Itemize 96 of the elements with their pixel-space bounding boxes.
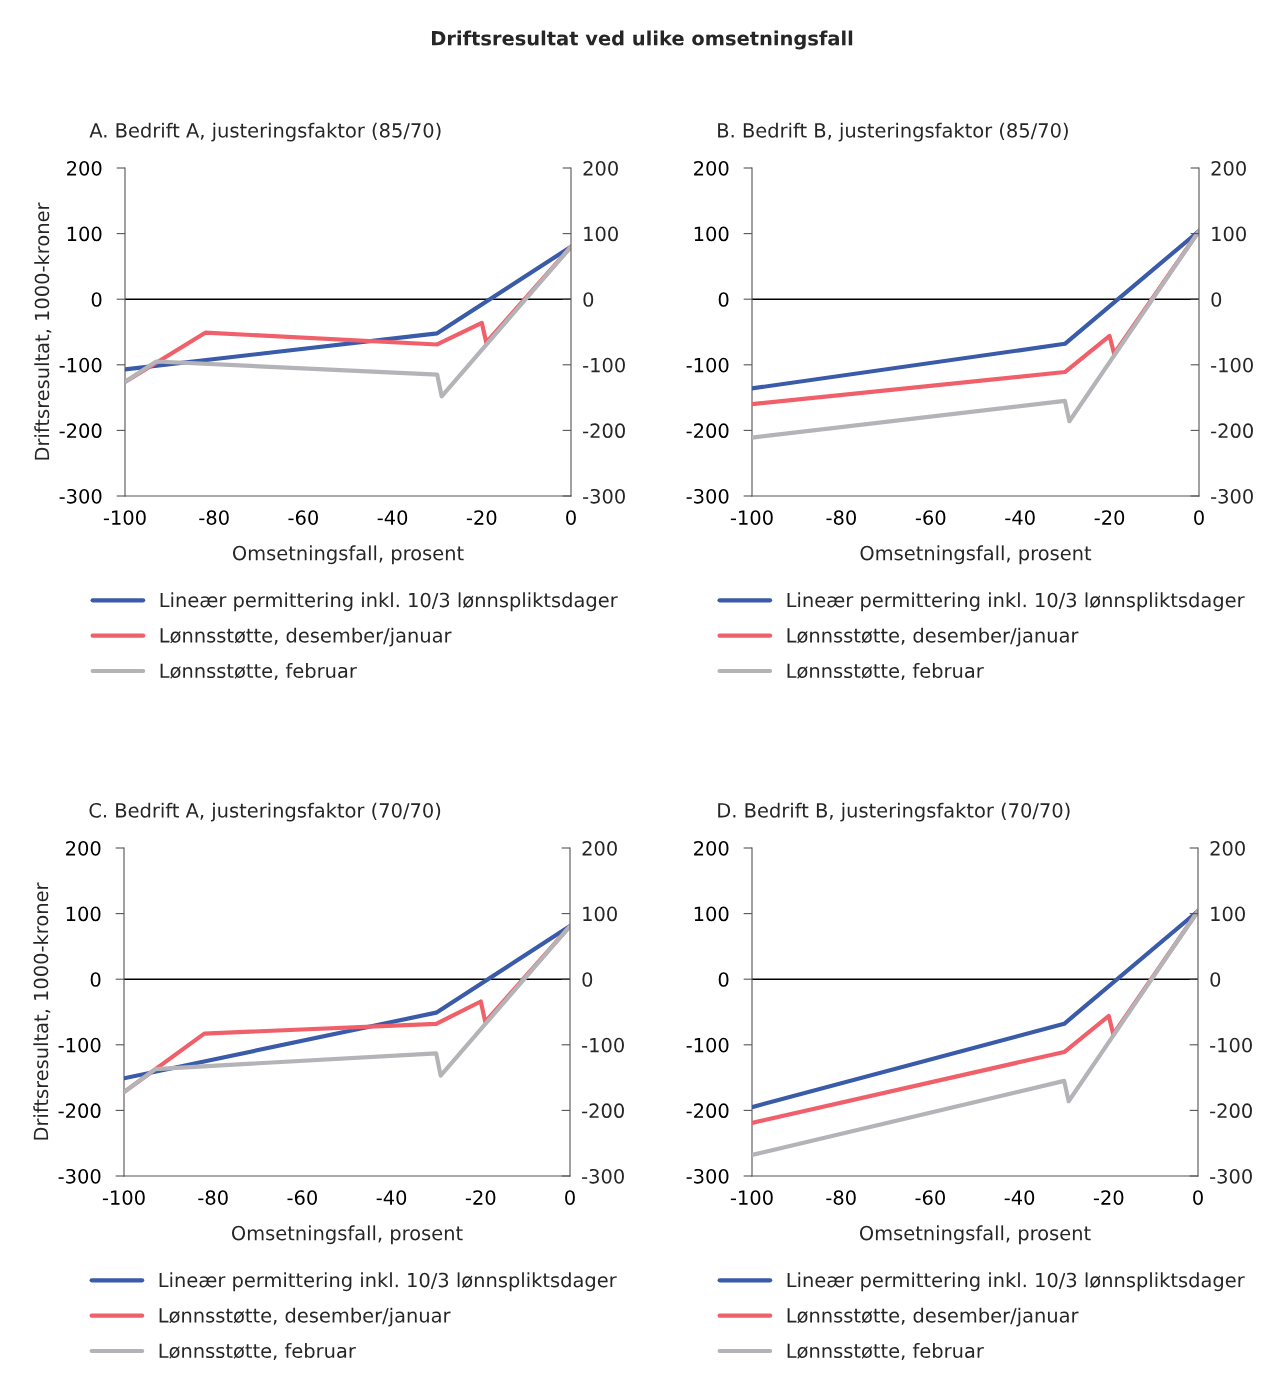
x-tick-label: -20 <box>465 1190 496 1205</box>
legend-label: Lineær permittering inkl. 10/3 lønnspliktsdager <box>787 592 1245 612</box>
x-tick-label: -80 <box>826 1190 856 1205</box>
y-axis-title: Driftsresultat, 1000-kroner <box>34 202 52 460</box>
y-tick-label: 200 <box>694 160 729 176</box>
legend-label: Lønnsstøtte, februar <box>787 1343 984 1361</box>
y2-tick-label: -100 <box>1211 357 1253 373</box>
y-tick-label: 200 <box>67 160 102 176</box>
y2-tick-label: 200 <box>582 840 617 856</box>
x-tick-label: -60 <box>287 1190 317 1205</box>
y-tick-label: -200 <box>686 1103 729 1119</box>
x-tick-label: -100 <box>730 510 773 525</box>
chart-title: B. Bedrift B, justeringsfaktor (85/70) <box>718 122 1068 142</box>
chart-title: C. Bedrift A, justeringsfaktor (70/70) <box>89 802 441 822</box>
x-tick-label: -20 <box>1093 1190 1124 1205</box>
y-tick-label: -200 <box>686 423 729 439</box>
y-tick-label: -300 <box>686 1168 729 1184</box>
x-axis-title: Omsetningsfall, prosent <box>860 545 1092 565</box>
y-axis-title: Driftsresultat, 1000-kroner <box>33 882 51 1140</box>
y2-tick-label: -300 <box>1211 488 1253 504</box>
y-tick-label: 100 <box>67 226 102 242</box>
y-tick-label: -100 <box>59 357 102 373</box>
y2-tick-label: 100 <box>584 226 618 242</box>
text: Driftsresultat ved ulike omsetningsfall <box>431 30 853 50</box>
x-tick-label: -100 <box>103 510 146 525</box>
legend-label: Lineær permittering inkl. 10/3 lønnspliktsdager <box>787 1272 1245 1292</box>
x-tick-label: -60 <box>915 1190 945 1205</box>
y-tick-label: 0 <box>90 972 101 987</box>
x-tick-label: 0 <box>565 1190 575 1205</box>
y-tick-label: -300 <box>59 488 102 504</box>
x-tick-label: -80 <box>199 510 229 525</box>
x-tick-label: -80 <box>198 1190 228 1205</box>
y2-tick-label: 0 <box>582 972 593 987</box>
x-tick-label: -40 <box>1005 510 1035 525</box>
y-tick-label: -200 <box>59 423 102 439</box>
x-tick-label: 0 <box>1193 1190 1203 1205</box>
y2-tick-label: -300 <box>1210 1168 1252 1184</box>
y2-tick-label: -100 <box>582 1037 624 1053</box>
y2-tick-label: 100 <box>1212 226 1246 242</box>
legend-label: Lønnsstøtte, februar <box>787 663 984 681</box>
x-tick-label: 0 <box>566 510 576 525</box>
y2-tick-label: 0 <box>1210 972 1221 987</box>
y2-tick-label: -200 <box>1210 1103 1252 1119</box>
legend-label: Lønnsstøtte, desember/januar <box>787 627 1079 647</box>
y2-tick-label: -200 <box>1211 423 1253 439</box>
x-tick-label: -40 <box>376 1190 407 1205</box>
y2-tick-label: -100 <box>583 357 625 373</box>
y2-tick-label: -300 <box>583 488 625 504</box>
x-axis-title: Omsetningsfall, prosent <box>232 545 464 565</box>
legend-label: Lønnsstøtte, desember/januar <box>159 1307 451 1327</box>
line-series <box>752 228 1199 440</box>
chart-title: A. Bedrift A, justeringsfaktor (85/70) <box>89 122 441 142</box>
y2-tick-label: -100 <box>1210 1037 1252 1053</box>
y-tick-label: -100 <box>58 1037 101 1053</box>
x-tick-label: -100 <box>730 1190 773 1205</box>
y-tick-label: -100 <box>686 1037 729 1053</box>
y2-tick-label: -200 <box>582 1103 624 1119</box>
legend-label: Lineær permittering inkl. 10/3 lønnspliktsdager <box>160 592 618 612</box>
legend-label: Lønnsstøtte, februar <box>160 663 357 681</box>
y-tick-label: 100 <box>66 906 101 922</box>
y2-tick-label: -200 <box>583 423 625 439</box>
legend-label: Lønnsstøtte, desember/januar <box>787 1307 1079 1327</box>
x-tick-label: -40 <box>377 510 408 525</box>
legend-label: Lineær permittering inkl. 10/3 lønnspliktsdager <box>159 1272 617 1292</box>
y-tick-label: 100 <box>694 906 729 922</box>
y-tick-label: 200 <box>694 840 729 856</box>
y-tick-label: -200 <box>58 1103 101 1119</box>
y-tick-label: 200 <box>66 840 101 856</box>
y2-tick-label: 100 <box>583 906 617 922</box>
x-axis-title: Omsetningsfall, prosent <box>859 1225 1091 1245</box>
y2-tick-label: 0 <box>583 292 594 307</box>
legend-label: Lønnsstøtte, desember/januar <box>160 627 452 647</box>
y-tick-label: -300 <box>686 488 729 504</box>
y2-tick-label: 200 <box>583 160 618 176</box>
legend-label: Lønnsstøtte, februar <box>159 1343 356 1361</box>
x-tick-label: -20 <box>1094 510 1125 525</box>
x-axis-title: Omsetningsfall, prosent <box>231 1225 463 1245</box>
x-tick-label: -80 <box>826 510 856 525</box>
x-tick-label: -20 <box>466 510 497 525</box>
x-tick-label: -60 <box>915 510 946 525</box>
y-tick-label: 0 <box>718 972 729 987</box>
x-tick-label: -60 <box>288 510 318 525</box>
y2-tick-label: 200 <box>1210 840 1245 856</box>
y2-tick-label: 0 <box>1211 292 1222 307</box>
y2-tick-label: 200 <box>1211 160 1246 176</box>
x-tick-label: -100 <box>102 1190 145 1205</box>
x-tick-label: -40 <box>1004 1190 1035 1205</box>
x-tick-label: 0 <box>1194 510 1204 525</box>
y2-tick-label: 100 <box>1211 906 1245 922</box>
y-tick-label: -100 <box>686 357 729 373</box>
y-tick-label: 100 <box>694 226 729 242</box>
y-tick-label: 0 <box>91 292 102 307</box>
y-tick-label: 0 <box>718 292 729 307</box>
y2-tick-label: -300 <box>582 1168 624 1184</box>
y-tick-label: -300 <box>58 1168 101 1184</box>
chart-title: D. Bedrift B, justeringsfaktor (70/70) <box>718 802 1070 822</box>
